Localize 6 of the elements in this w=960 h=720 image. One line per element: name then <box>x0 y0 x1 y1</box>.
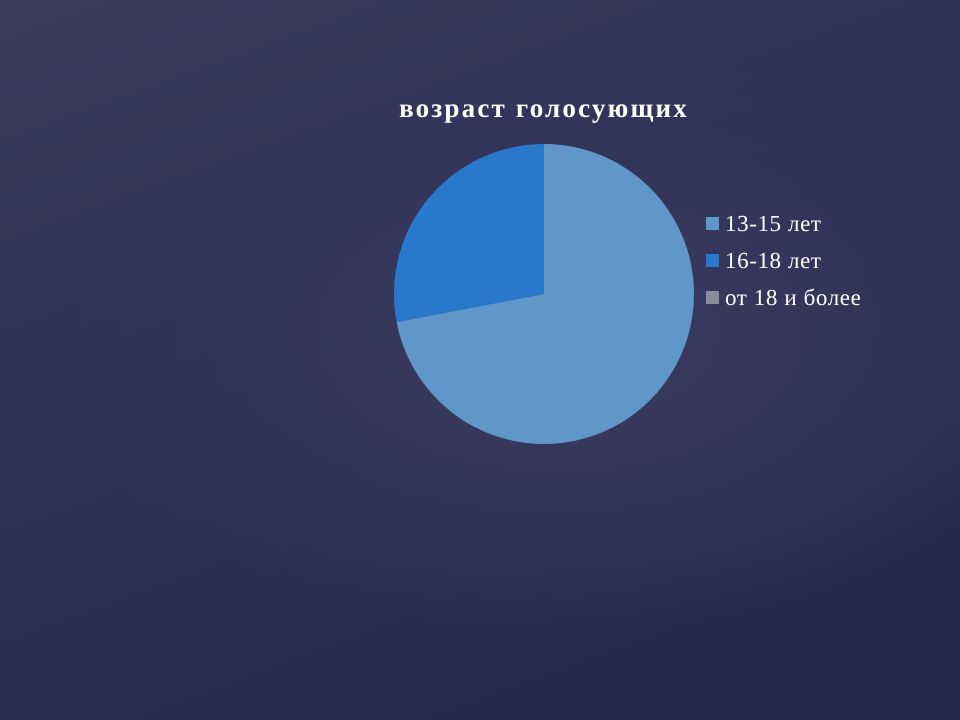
pie-slice <box>396 144 694 444</box>
legend-label: 16-18 лет <box>725 248 822 274</box>
pie-slice <box>394 144 544 322</box>
chart-title: возраст голосующих <box>399 93 689 123</box>
legend-label: от 18 и более <box>725 285 862 310</box>
legend-label: 13-15 лет <box>725 211 822 236</box>
